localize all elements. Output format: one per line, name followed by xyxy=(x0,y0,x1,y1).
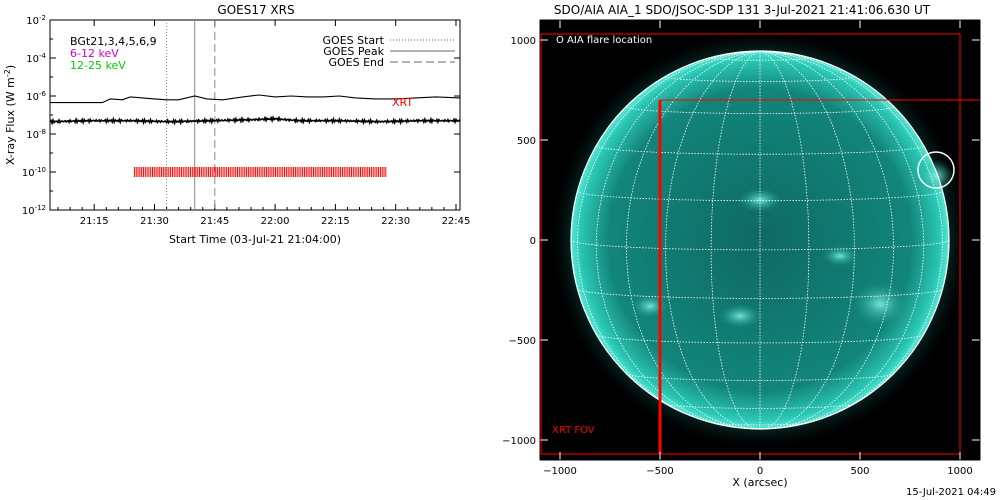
footer-timestamp: 15-Jul-2021 04:49 xyxy=(905,487,996,498)
band-det-label: BGt21,3,4,5,6,9 xyxy=(70,35,157,48)
active-region xyxy=(632,294,668,318)
goes-x-axis: 21:15 21:30 21:45 22:00 22:15 22:30 22:45 xyxy=(57,20,471,227)
latitude-line xyxy=(626,373,894,381)
aia-plot-frame xyxy=(539,19,981,461)
goes-legend: GOES Start GOES Peak GOES End xyxy=(323,34,455,69)
aia-y-tick-label: 1000 xyxy=(511,36,536,47)
band-low-label: 6-12 keV xyxy=(70,47,119,60)
flare-legend-label: O AIA flare location xyxy=(556,35,652,46)
longitude-line xyxy=(710,50,761,430)
goes-y-tick-label: 10-12 xyxy=(22,204,46,217)
longitude-line xyxy=(759,50,855,430)
active-region xyxy=(918,160,954,192)
goes-y-tick-label: 10-8 xyxy=(26,128,46,141)
goes-x-tick-label: 22:30 xyxy=(381,216,410,227)
goes-y-tick-label: 10-6 xyxy=(26,90,46,103)
goes-x-label: Start Time (03-Jul-21 21:04:00) xyxy=(169,233,341,246)
longitude-line xyxy=(665,50,761,430)
goes-series-group xyxy=(49,94,461,126)
aia-y-tick-label: 0 xyxy=(530,236,536,247)
aia-y-tick-label: 500 xyxy=(517,136,536,147)
longitude-line xyxy=(759,50,944,430)
longitude-line xyxy=(759,50,925,430)
goes-y-label-close: ) xyxy=(4,65,17,69)
aia-y-tick-label: −1000 xyxy=(502,436,536,447)
aia-x-tick-label: 500 xyxy=(850,466,869,477)
goes-event-lines xyxy=(166,20,216,210)
goes-x-tick-label: 22:45 xyxy=(442,216,471,227)
goes-x-tick-label: 22:15 xyxy=(321,216,350,227)
goes-x-tick-label: 21:45 xyxy=(200,216,229,227)
longitude-line xyxy=(625,50,761,430)
legend-start-label: GOES Start xyxy=(323,34,385,47)
aia-overlays xyxy=(540,33,980,455)
aia-image-plot: SDO/AIA AIA_1 SDO/JSOC-SDP 131 3-Jul-202… xyxy=(502,3,981,489)
latitude-line xyxy=(665,403,855,409)
aia-x-tick-label: 0 xyxy=(757,466,763,477)
goes-y-label-main: X-ray Flux (W m xyxy=(4,77,17,165)
active-region xyxy=(852,282,908,326)
xrt-observation-marks xyxy=(133,167,387,177)
goes-y-tick-label: 10-10 xyxy=(22,166,46,179)
goes-y-label-sup: -2 xyxy=(3,69,12,77)
band-high-label: 12-25 keV xyxy=(70,59,126,72)
flare-location-circle xyxy=(917,151,955,189)
active-region xyxy=(718,304,762,328)
goes-y-tick-label: 10-4 xyxy=(26,52,46,65)
legend-peak-label: GOES Peak xyxy=(323,45,384,58)
goes-series-line-2 xyxy=(49,115,461,126)
goes-y-axis: 10-2 10-4 10-6 10-8 10-10 10-12 xyxy=(22,14,460,217)
active-region xyxy=(822,246,858,266)
aia-y-tick-label: −500 xyxy=(509,336,536,347)
goes-y-label: X-ray Flux (W m-2) xyxy=(3,65,17,165)
heliographic-grid xyxy=(570,50,950,430)
longitude-line xyxy=(759,50,895,430)
solar-limb xyxy=(570,50,950,430)
goes-x-tick-label: 22:00 xyxy=(261,216,290,227)
longitude-line xyxy=(576,50,761,430)
goes-title: GOES17 XRS xyxy=(217,3,294,17)
xrt-series-label: XRT xyxy=(392,96,413,109)
legend-end-label: GOES End xyxy=(328,56,384,69)
aia-x-tick-label: −1000 xyxy=(543,466,577,477)
longitude-line xyxy=(595,50,761,430)
goes-x-tick-label: 21:30 xyxy=(140,216,169,227)
latitude-line xyxy=(665,76,855,82)
goes-xrs-chart: GOES17 XRS 10-2 10-4 10-6 10-8 10-10 10-12 21… xyxy=(3,3,471,246)
aia-x-label: X (arcsec) xyxy=(732,476,787,489)
latitude-line xyxy=(570,239,950,251)
aia-x-tick-label: −500 xyxy=(646,466,673,477)
goes-series-line-1 xyxy=(50,94,461,104)
aia-x-tick-label: 1000 xyxy=(947,466,972,477)
aia-title: SDO/AIA AIA_1 SDO/JSOC-SDP 131 3-Jul-202… xyxy=(554,3,931,17)
goes-x-tick-label: 21:15 xyxy=(80,216,109,227)
aia-axes: −1000 −500 0 500 1000 1000 500 0 −500 −1000 xyxy=(502,20,980,477)
goes-y-tick-label: 10-2 xyxy=(26,14,46,27)
longitude-line xyxy=(759,50,810,430)
xrt-fov-label: XRT FOV xyxy=(552,425,595,436)
aia-outer-box xyxy=(540,33,961,455)
